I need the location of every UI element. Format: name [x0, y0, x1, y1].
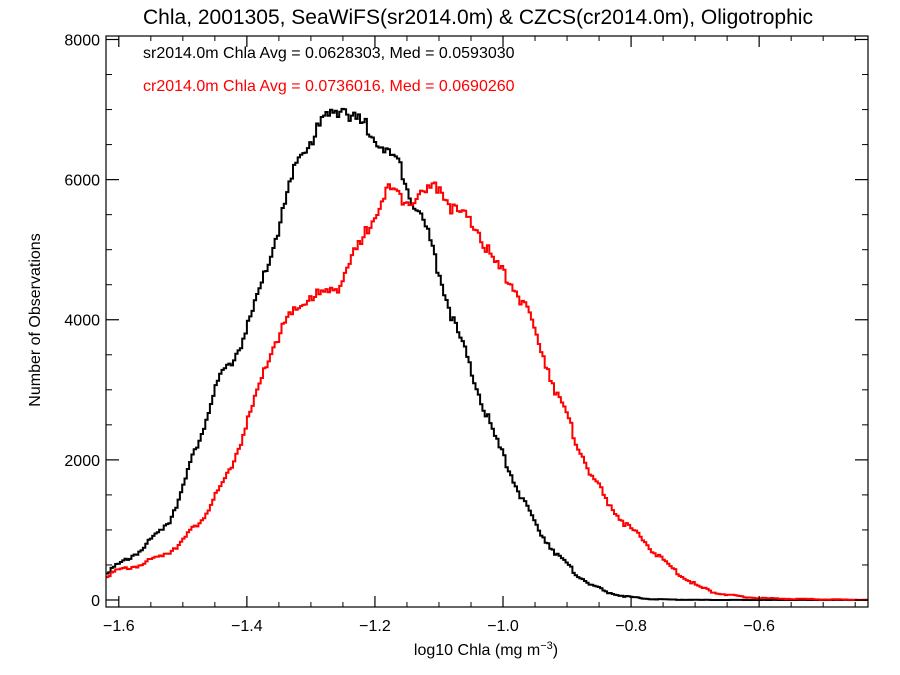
y-tick-label: 8000: [64, 33, 100, 50]
series-line-cr: [106, 181, 868, 601]
annotation-cr-stats: cr2014.0m Chla Avg = 0.0736016, Med = 0.…: [143, 78, 515, 95]
y-tick-label: 0: [91, 593, 100, 610]
plot-area: −1.6 −1.4 −1.2 −1.0 −0.8 −0.6 0 2000 4000 6000 800…: [64, 33, 869, 635]
x-tick-label: −0.6: [743, 618, 775, 635]
y-tick-label: 6000: [64, 173, 100, 190]
x-tick-label: −1.0: [487, 618, 519, 635]
x-tick-label: −0.8: [615, 618, 647, 635]
plot-frame: [105, 35, 869, 608]
x-axis-label-main: log10 Chla (mg m: [414, 642, 540, 659]
x-tick-label: −1.6: [103, 618, 135, 635]
x-axis-label: log10 Chla (mg m−3): [414, 640, 558, 659]
annotation-sr-stats: sr2014.0m Chla Avg = 0.0628303, Med = 0.…: [143, 45, 515, 62]
series-line-sr: [106, 107, 868, 601]
x-axis-label-end: ): [553, 642, 558, 659]
y-tick-label: 4000: [64, 313, 100, 330]
x-axis-label-sup: −3: [540, 640, 553, 652]
x-tick-label: −1.4: [231, 618, 263, 635]
y-tick-label: 2000: [64, 453, 100, 470]
x-tick-label: −1.2: [359, 618, 391, 635]
chart-title: Chla, 2001305, SeaWiFS(sr2014.0m) & CZCS…: [143, 6, 813, 29]
y-axis-label: Number of Observations: [27, 233, 44, 406]
